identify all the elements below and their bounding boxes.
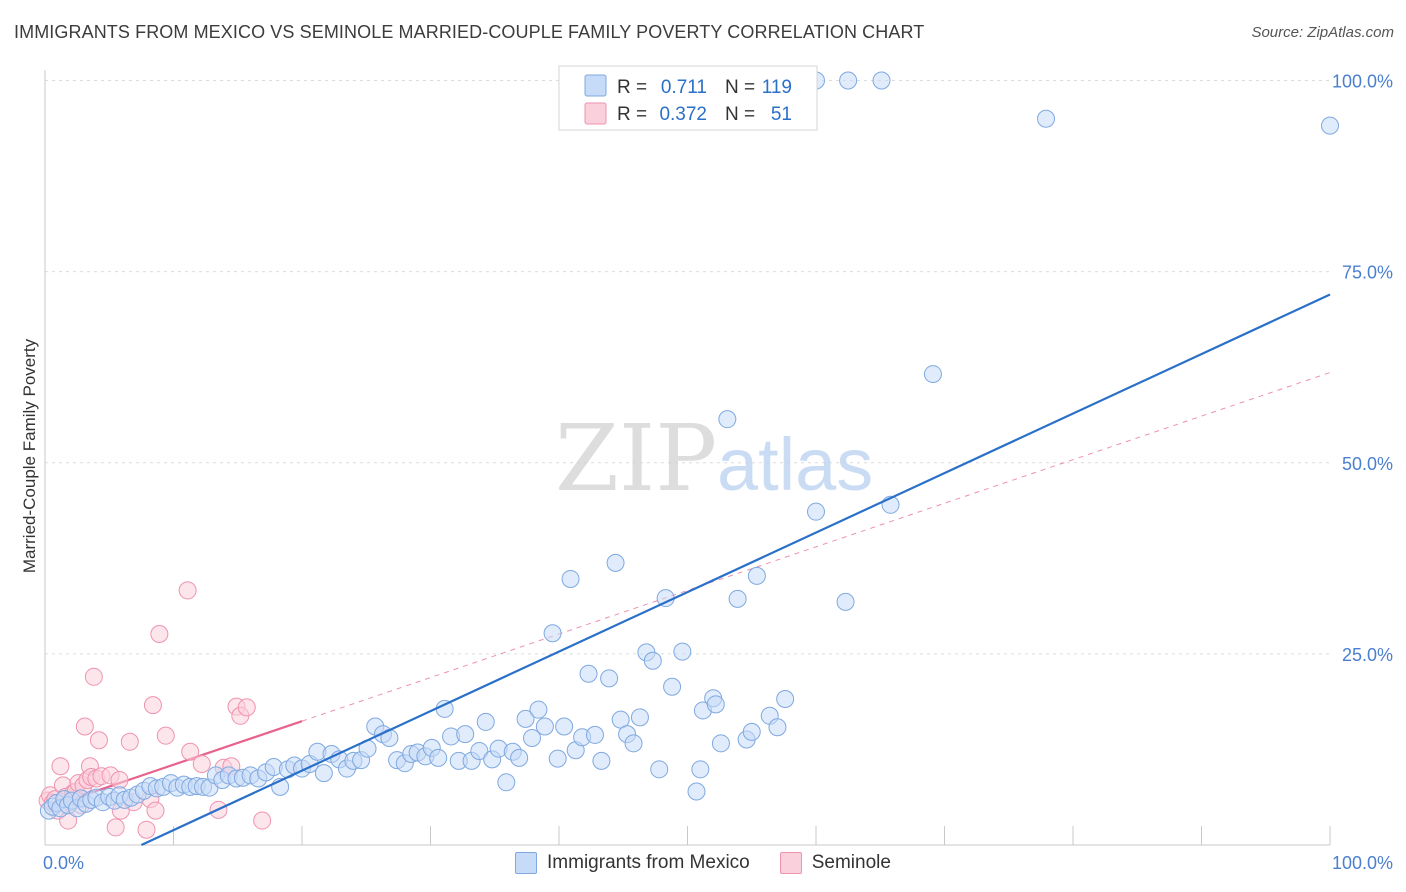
- seminole-point: [110, 771, 129, 790]
- axes: [44, 70, 1331, 846]
- seminole-point: [75, 717, 94, 736]
- mexico-point: [1037, 109, 1056, 128]
- mexico-point: [585, 725, 604, 744]
- mexico-point: [650, 760, 669, 779]
- stats-n-label: N =: [725, 77, 755, 98]
- stats-r-label: R =: [617, 77, 647, 98]
- stats-r-value: 0.711: [661, 77, 707, 98]
- mexico-point: [476, 712, 495, 731]
- mexico-point: [561, 569, 580, 588]
- seminole-point: [89, 731, 108, 750]
- seminole-point: [237, 698, 256, 717]
- legend-label-seminole: Seminole: [811, 852, 891, 873]
- mexico-points: [39, 71, 1339, 820]
- mexico-point: [543, 624, 562, 643]
- seminole-point: [143, 696, 162, 715]
- grid-lines: [45, 80, 1330, 655]
- legend-item-mexico: Immigrants from Mexico: [515, 852, 750, 874]
- mexico-point: [728, 589, 747, 608]
- y-tick-label: 100.0%: [1332, 72, 1393, 92]
- mexico-point: [497, 773, 516, 792]
- seminole-point: [192, 754, 211, 773]
- mexico-point: [776, 689, 795, 708]
- stats-n-value: 119: [762, 77, 792, 98]
- seminole-point: [146, 801, 165, 820]
- legend-item-seminole: Seminole: [779, 852, 891, 874]
- mexico-point: [600, 669, 619, 688]
- bottom-legend: Immigrants from Mexico Seminole: [0, 852, 1406, 874]
- seminole-trend-extension: [301, 372, 1331, 722]
- y-axis-title: Married-Couple Family Poverty: [20, 338, 39, 574]
- stats-n-value: 51: [771, 104, 792, 125]
- watermark-atlas: atlas: [717, 423, 873, 506]
- stats-r-value: 0.372: [659, 104, 707, 125]
- tick-labels: 25.0% 50.0% 75.0% 100.0% 0.0% 100.0%: [43, 72, 1393, 874]
- mexico-point: [510, 748, 529, 767]
- mexico-trend-line: [140, 293, 1331, 846]
- mexico-point: [523, 728, 542, 747]
- watermark-zip: ZIP: [555, 405, 717, 512]
- mexico-point: [836, 592, 855, 611]
- mexico-trend-group: [140, 293, 1331, 846]
- seminole-point: [137, 820, 156, 839]
- source-credit: Source: ZipAtlas.com: [1251, 24, 1394, 41]
- seminole-point: [178, 581, 197, 600]
- legend-label-mexico: Immigrants from Mexico: [547, 852, 750, 873]
- mexico-point: [839, 71, 858, 90]
- y-tick-label: 75.0%: [1342, 263, 1393, 283]
- mexico-point: [718, 410, 737, 429]
- seminole-point: [181, 742, 200, 761]
- chart-title: IMMIGRANTS FROM MEXICO VS SEMINOLE MARRI…: [14, 22, 925, 42]
- stats-n-label: N =: [725, 104, 755, 125]
- mexico-point: [592, 751, 611, 770]
- y-tick-label: 25.0%: [1342, 645, 1393, 665]
- mexico-point: [630, 708, 649, 727]
- seminole-point: [51, 757, 70, 776]
- mexico-point: [470, 741, 489, 760]
- mexico-point: [429, 748, 448, 767]
- mexico-point: [768, 718, 787, 737]
- seminole-point: [150, 624, 169, 643]
- seminole-point: [253, 811, 272, 830]
- mexico-point: [643, 651, 662, 670]
- mexico-point: [579, 664, 598, 683]
- mexico-point: [314, 764, 333, 783]
- mexico-point: [624, 734, 643, 753]
- stats-r-label: R =: [617, 104, 647, 125]
- stats-swatch-seminole: [584, 102, 607, 125]
- mexico-point: [555, 717, 574, 736]
- mexico-point: [706, 695, 725, 714]
- mexico-point: [529, 700, 548, 719]
- x-tick-label: 100.0%: [1332, 853, 1393, 873]
- legend-swatch-mexico: [515, 852, 538, 874]
- x-tick-label: 0.0%: [43, 853, 84, 873]
- mexico-point: [742, 722, 761, 741]
- mexico-point: [535, 717, 554, 736]
- seminole-point: [156, 726, 175, 745]
- mexico-point: [606, 553, 625, 572]
- mexico-point: [807, 502, 825, 521]
- mexico-point: [516, 709, 535, 728]
- mexico-point: [548, 749, 567, 768]
- mexico-point: [687, 782, 706, 801]
- stats-legend: R = 0.711 N = 119 R = 0.372 N = 51: [558, 65, 818, 131]
- mexico-point: [747, 566, 766, 585]
- seminole-point: [120, 732, 139, 751]
- legend-swatch-seminole: [779, 852, 802, 874]
- watermark: ZIP atlas: [555, 405, 873, 512]
- stats-swatch-mexico: [584, 74, 607, 97]
- y-tick-label: 50.0%: [1342, 454, 1393, 474]
- mexico-point: [456, 725, 475, 744]
- mexico-point: [663, 677, 682, 696]
- mexico-point: [923, 365, 942, 384]
- mexico-point: [1321, 116, 1339, 135]
- seminole-point: [106, 818, 125, 837]
- mexico-point: [872, 71, 891, 90]
- mexico-point: [711, 734, 730, 753]
- seminole-point: [84, 667, 103, 686]
- mexico-point: [673, 642, 692, 661]
- mexico-point: [691, 760, 710, 779]
